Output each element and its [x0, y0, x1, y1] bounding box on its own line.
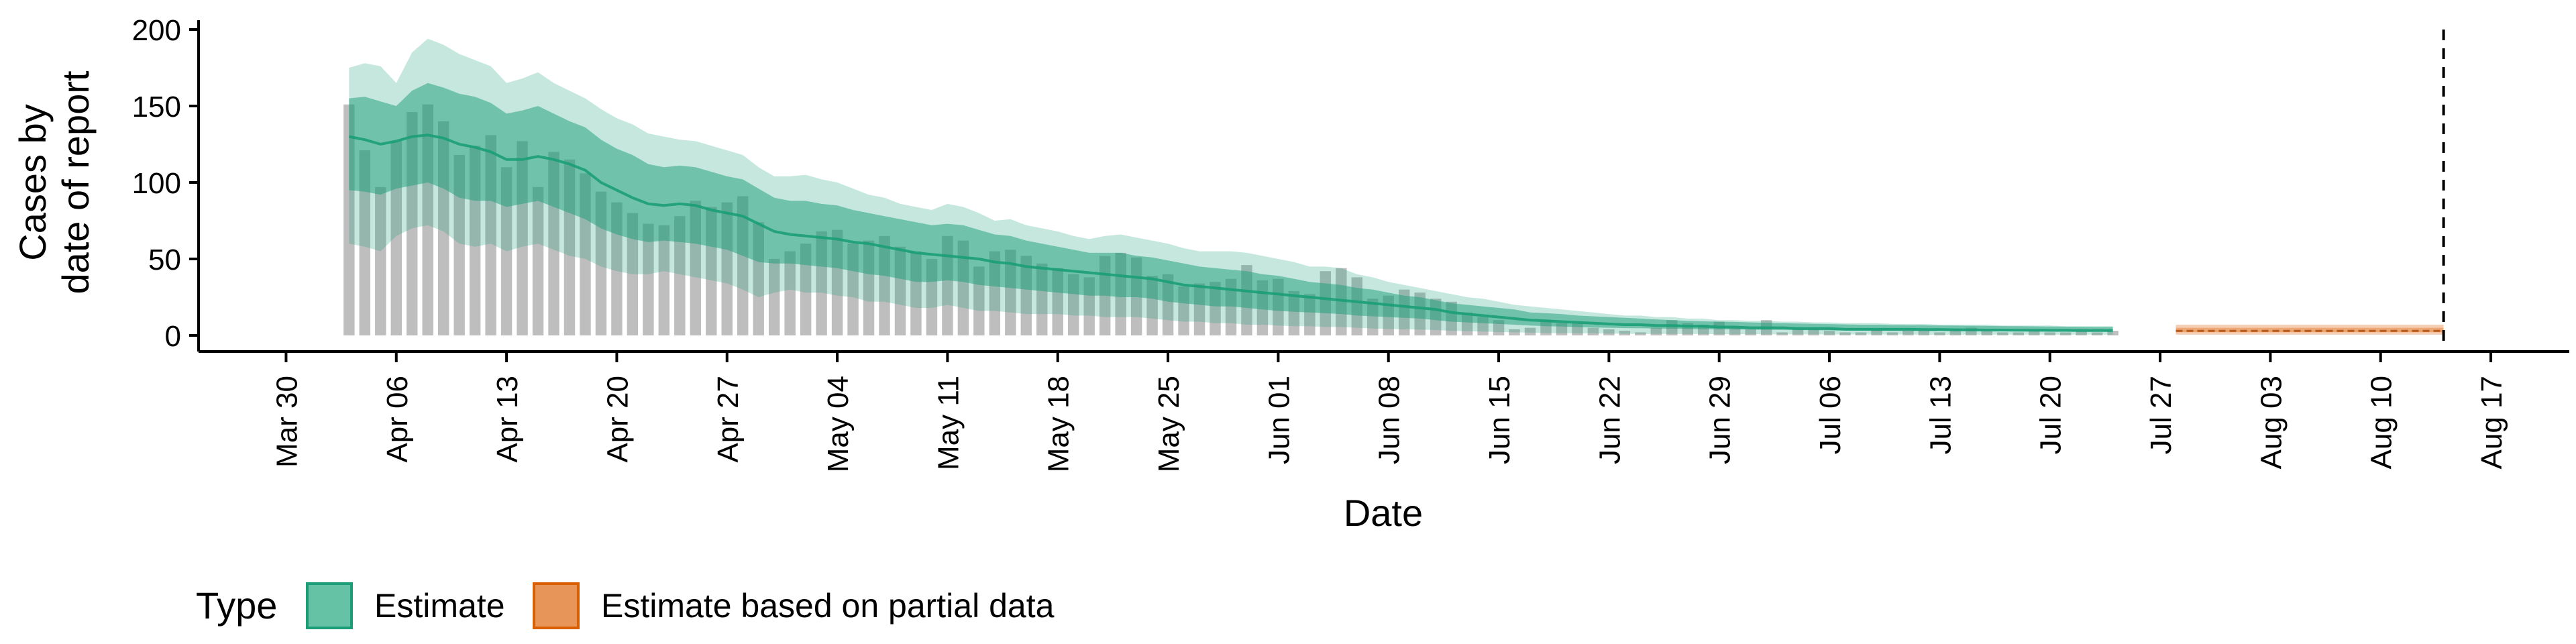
bar-110: [2076, 331, 2087, 335]
bar-101: [1934, 332, 1945, 335]
x-tick-label-14: Jul 06: [1814, 376, 1847, 454]
y-tick-label-150: 150: [132, 91, 181, 123]
x-tick-label-20: Aug 17: [2475, 376, 2508, 469]
bar-1: [359, 150, 371, 335]
bar-88: [1729, 327, 1741, 335]
bar-102: [1949, 329, 1962, 335]
bar-100: [1918, 331, 1930, 335]
x-tick-label-4: Apr 27: [712, 376, 745, 463]
bar-104: [1981, 331, 1993, 335]
x-tick-label-10: Jun 08: [1373, 376, 1406, 464]
bar-98: [1886, 332, 1898, 335]
legend-label-estimate: Estimate: [374, 587, 505, 625]
bar-97: [1871, 329, 1882, 335]
x-tick-label-8: May 25: [1152, 376, 1185, 472]
bar-81: [1619, 331, 1631, 335]
bar-75: [1524, 327, 1536, 335]
bar-96: [1855, 332, 1867, 335]
bar-106: [2012, 332, 2024, 335]
estimate-median-line: [348, 133, 2113, 332]
bar-107: [2029, 331, 2040, 335]
x-tick-label-5: May 04: [822, 376, 855, 472]
bar-7: [453, 154, 465, 335]
legend-swatch-estimate: [306, 582, 353, 629]
y-tick-label-100: 100: [132, 167, 181, 200]
bar-17: [611, 202, 623, 335]
y-axis-title-line-1: Cases by: [11, 104, 54, 260]
bar-27: [768, 259, 780, 335]
x-tick-label-0: Mar 30: [270, 376, 303, 468]
bar-83: [1650, 327, 1662, 335]
y-axis-ticks: 0 50 100 150 200: [132, 14, 199, 353]
x-tick-label-11: Jun 15: [1483, 376, 1516, 464]
bar-95: [1839, 332, 1851, 335]
bar-19: [643, 223, 654, 335]
x-tick-label-15: Jul 13: [1924, 376, 1957, 454]
x-tick-label-2: Apr 13: [491, 376, 524, 463]
x-tick-label-13: Jun 29: [1704, 376, 1737, 464]
bar-109: [2059, 332, 2072, 335]
y-axis-title-line-2: date of report: [54, 70, 97, 294]
bar-82: [1635, 332, 1646, 335]
bar-105: [1997, 332, 2008, 335]
x-tick-label-18: Aug 03: [2255, 376, 2288, 469]
y-tick-label-0: 0: [165, 320, 181, 353]
bar-91: [1776, 332, 1788, 335]
legend-title: Type: [196, 584, 277, 627]
bar-92: [1792, 329, 1804, 335]
bar-12: [532, 186, 544, 335]
bar-111: [2091, 332, 2103, 335]
x-tick-label-12: Jun 22: [1593, 376, 1626, 464]
bar-99: [1902, 331, 1914, 335]
legend-label-partial: Estimate based on partial data: [601, 587, 1055, 625]
bar-2: [375, 186, 386, 335]
bar-80: [1603, 329, 1615, 335]
bar-89: [1745, 329, 1756, 335]
bar-28: [784, 251, 796, 335]
bar-108: [2044, 332, 2055, 335]
x-tick-label-9: Jun 01: [1263, 376, 1295, 464]
bar-3: [390, 141, 402, 335]
x-tick-label-6: May 11: [932, 376, 965, 470]
x-axis-title: Date: [1344, 492, 1423, 534]
bar-74: [1509, 329, 1520, 335]
bar-20: [658, 225, 670, 335]
partial-estimate-bands: [2176, 325, 2444, 335]
bar-21: [674, 216, 686, 335]
bar-29: [800, 244, 812, 335]
x-tick-label-7: May 18: [1042, 376, 1075, 472]
x-tick-label-16: Jul 20: [2035, 376, 2068, 454]
y-tick-label-200: 200: [132, 14, 181, 47]
x-tick-label-1: Apr 06: [381, 376, 414, 463]
bar-10: [500, 167, 513, 335]
x-tick-label-3: Apr 20: [601, 376, 634, 463]
bar-94: [1823, 331, 1835, 335]
x-tick-label-19: Aug 10: [2365, 376, 2398, 469]
bar-79: [1587, 327, 1599, 335]
bar-93: [1808, 329, 1819, 335]
legend: Type Estimate Estimate based on partial …: [196, 582, 1055, 629]
bar-18: [627, 213, 639, 335]
estimate-bands: [348, 38, 2113, 335]
bar-103: [1966, 327, 1977, 335]
y-tick-label-50: 50: [148, 244, 181, 276]
x-axis-ticks: Mar 30 Apr 06 Apr 13 Apr 20 Apr 27 May 04 May …: [270, 352, 2508, 472]
legend-swatch-partial: [533, 582, 580, 629]
x-tick-label-17: Jul 27: [2145, 376, 2178, 454]
bar-112: [2107, 331, 2118, 335]
